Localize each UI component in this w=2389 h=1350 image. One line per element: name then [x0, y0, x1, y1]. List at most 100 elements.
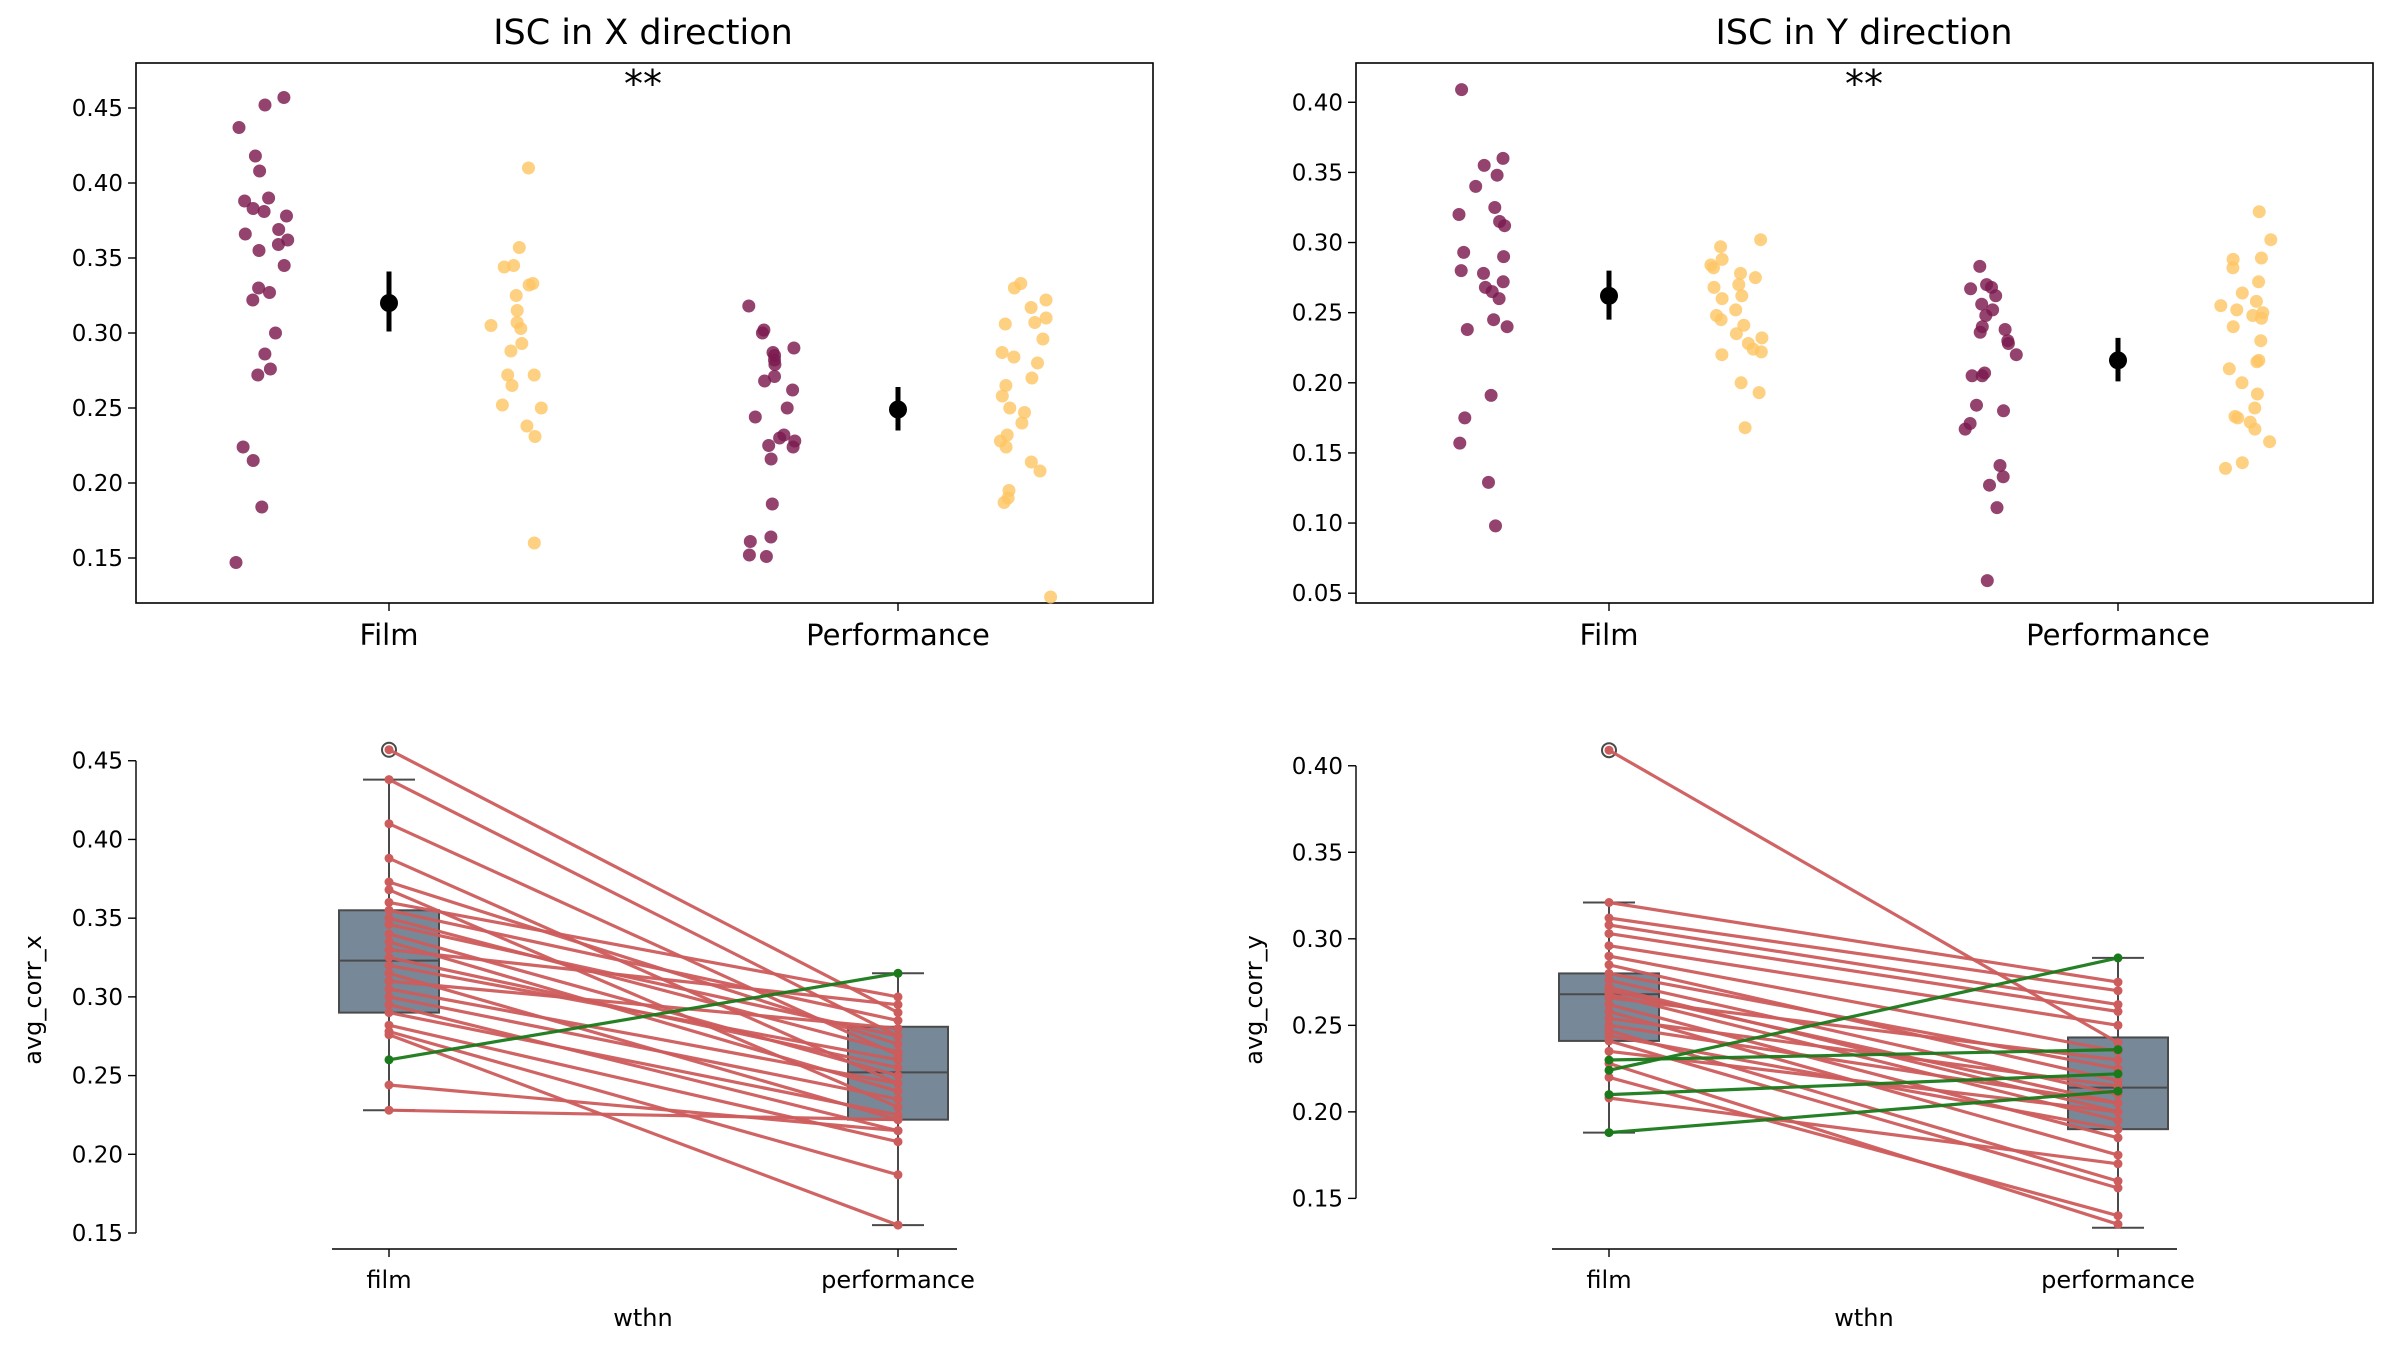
paired-line: [388, 748, 899, 1015]
y-tick-label: 0.15: [1292, 1186, 1343, 1212]
paired-point-performance: [2113, 977, 2123, 987]
paired-point-performance: [893, 1071, 903, 1081]
paired-point-performance: [2113, 1183, 2123, 1193]
paired-point-film: [384, 1105, 394, 1115]
paired-point-film: [1604, 1007, 1614, 1016]
strip-point: [1737, 318, 1751, 332]
x-tick-label-performance: Performance: [2026, 618, 2210, 652]
strip-point: [229, 556, 243, 569]
strip-point: [528, 430, 542, 443]
strip-point: [1989, 289, 2003, 303]
strip-point: [246, 293, 260, 307]
paired-point-performance: [2113, 1124, 2123, 1134]
strip-point: [505, 379, 519, 392]
strip-point: [2264, 233, 2278, 247]
strip-point: [1452, 208, 1466, 221]
strip-point: [263, 286, 276, 299]
paired-line: [388, 1011, 899, 1117]
strip-point: [1729, 327, 1743, 341]
strip-point: [768, 370, 781, 383]
paired-point-performance: [2113, 1211, 2123, 1221]
paired-point-performance: [893, 1055, 903, 1065]
strip-point: [277, 259, 291, 272]
panel-isc-y: ISC in Y direction ** Film Performance 0…: [1292, 13, 2374, 652]
paired-point-performance: [2113, 1219, 2123, 1229]
strip-point: [1998, 323, 2012, 336]
strip-point: [2252, 275, 2266, 289]
strip-point: [1500, 320, 1514, 334]
strip-point: [2231, 411, 2245, 425]
x-axis-label: wthn: [1834, 1304, 1893, 1332]
plot-frame: [135, 62, 1154, 604]
paired-point-performance: [893, 1079, 903, 1088]
paired-line: [1608, 916, 2119, 993]
strip-point: [773, 431, 787, 445]
paired-point-film: [384, 819, 394, 829]
strip-point: [743, 535, 757, 548]
paired-point-performance: [893, 1094, 903, 1104]
strip-point: [2252, 205, 2266, 219]
paired-line: [1608, 1016, 2119, 1088]
paired-line: [1608, 923, 2119, 1007]
strip-point: [1490, 168, 1504, 182]
paired-line: [1608, 944, 2119, 1027]
paired-line: [388, 1108, 899, 1122]
strip-point: [1007, 281, 1021, 295]
strip-point: [246, 454, 260, 467]
strip-point: [1458, 411, 1472, 425]
strip-point: [2222, 362, 2236, 376]
paired-point-performance: [2113, 986, 2123, 996]
strip-point: [527, 536, 541, 550]
strip-point: [2255, 311, 2268, 325]
strip-point: [1997, 404, 2010, 418]
strip-point: [1975, 297, 1989, 311]
strip-point: [512, 241, 526, 254]
strip-point: [1965, 369, 1979, 383]
paired-point-film: [1604, 1046, 1614, 1056]
strip-point: [1754, 345, 1768, 359]
paired-point-film: [384, 1000, 394, 1010]
paired-point-film: [1604, 745, 1614, 755]
strip-point: [1707, 280, 1721, 294]
y-tick-label: 0.25: [1292, 301, 1343, 327]
paired-line: [388, 856, 899, 1085]
paired-point-film: [384, 1008, 394, 1018]
paired-point-film: [1604, 1036, 1614, 1046]
strip-point: [1958, 422, 1972, 436]
paired-point-performance: [893, 1170, 903, 1180]
paired-point-film: [384, 968, 394, 978]
strip-point: [1498, 219, 1512, 233]
paired-point-film: [384, 992, 394, 1002]
paired-point-performance: [893, 1016, 903, 1025]
strip-point: [995, 389, 1009, 403]
y-tick-label: 0.35: [72, 246, 123, 272]
strip-point: [258, 98, 272, 112]
panel-boxplot-y: wthn avg_corr_y film performance 0.15 0.2…: [1240, 742, 2195, 1332]
paired-point-film: [1604, 975, 1614, 985]
strip-point: [1015, 416, 1029, 430]
strip-point: [520, 419, 534, 433]
strip-point: [755, 326, 769, 340]
y-tick-label: 0.40: [72, 827, 123, 853]
strip-point: [1732, 278, 1746, 292]
paired-point-performance: [2113, 1055, 2123, 1065]
y-tick-label: 0.20: [72, 471, 123, 497]
paired-point-performance: [893, 1047, 903, 1057]
paired-point-performance: [2113, 1098, 2123, 1108]
strip-point: [2235, 286, 2249, 300]
y-tick-label: 0.25: [1292, 1013, 1343, 1039]
strip-point: [998, 317, 1012, 331]
strip-point: [236, 440, 250, 454]
strip-point: [1039, 293, 1053, 307]
paired-point-performance: [2113, 1176, 2123, 1186]
paired-line: [1608, 748, 2119, 1044]
y-axis-label: avg_corr_y: [1240, 935, 1268, 1065]
paired-point-film: [1604, 1072, 1614, 1082]
strip-point: [1031, 356, 1044, 370]
paired-point-film: [384, 1080, 394, 1090]
paired-line: [1608, 1089, 2119, 1135]
strip-point: [1748, 271, 1762, 285]
strip-point: [527, 368, 541, 382]
strip-point: [1457, 245, 1471, 259]
paired-line: [388, 1003, 899, 1133]
